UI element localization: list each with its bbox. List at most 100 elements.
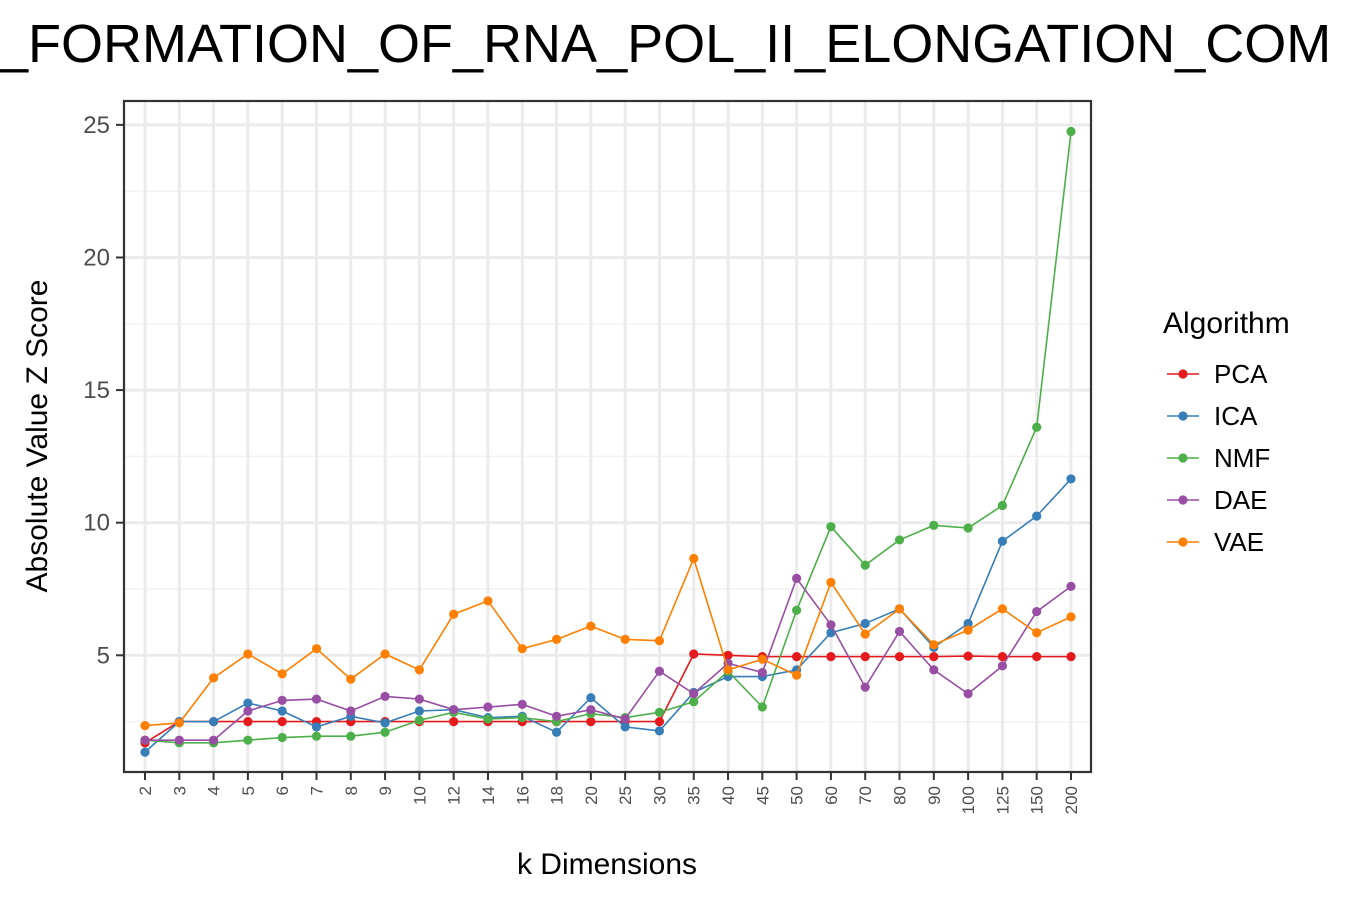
data-point-nmf (757, 702, 767, 712)
data-point-vae (277, 669, 287, 679)
data-point-pca (929, 652, 939, 662)
data-point-vae (346, 674, 356, 684)
legend-key-point-vae (1178, 537, 1188, 547)
data-point-nmf (277, 732, 287, 743)
legend-label-pca: PCA (1214, 359, 1268, 389)
data-point-nmf (654, 707, 665, 717)
data-point-ica (551, 727, 562, 737)
data-point-dae (277, 695, 287, 705)
data-point-ica (380, 718, 390, 728)
data-point-dae (963, 689, 973, 699)
data-point-nmf (517, 713, 527, 723)
x-tick-label: 9 (376, 786, 395, 795)
series-line-pca (144, 653, 1071, 744)
data-point-nmf (483, 714, 493, 724)
data-point-pca (1066, 652, 1076, 662)
legend-label-dae: DAE (1214, 485, 1267, 515)
data-point-dae (586, 705, 596, 715)
data-point-nmf (346, 731, 356, 741)
data-point-dae (689, 689, 699, 699)
y-tick-label: 15 (83, 377, 110, 404)
data-point-dae (620, 714, 630, 724)
plot-border (122, 99, 1093, 774)
data-point-ica (311, 722, 322, 732)
data-point-ica (140, 747, 150, 757)
x-tick-label: 80 (891, 786, 910, 805)
data-point-pca (277, 717, 287, 727)
chart-title: _FORMATION_OF_RNA_POL_II_ELONGATION_COM (0, 14, 1331, 74)
x-tick-label: 50 (788, 786, 807, 805)
x-tick-label: 25 (616, 786, 635, 805)
data-point-vae (414, 665, 424, 675)
data-point-ica (860, 618, 870, 629)
data-point-dae (449, 705, 459, 715)
x-tick-label: 8 (342, 786, 361, 795)
data-point-pca (997, 652, 1008, 662)
data-point-vae (208, 673, 219, 683)
data-point-vae (551, 634, 562, 644)
x-tick-label: 100 (959, 786, 978, 814)
data-point-dae (346, 706, 356, 716)
x-tick-label: 60 (822, 786, 841, 805)
data-point-dae (551, 711, 562, 721)
data-point-vae (757, 654, 767, 664)
legend-key-point-nmf (1178, 453, 1188, 463)
y-tick-label: 25 (83, 112, 110, 139)
x-tick-label: 14 (479, 786, 498, 805)
data-point-dae (860, 682, 870, 692)
data-point-nmf (311, 731, 322, 741)
data-point-vae (929, 640, 939, 650)
x-tick-label: 7 (307, 786, 326, 795)
data-point-dae (311, 694, 322, 704)
data-point-nmf (894, 535, 905, 545)
data-point-nmf (1032, 422, 1042, 432)
data-point-pca (723, 650, 733, 660)
data-point-nmf (243, 735, 253, 745)
data-point-vae (826, 577, 836, 587)
x-tick-label: 4 (205, 786, 224, 795)
data-point-vae (174, 718, 184, 728)
data-point-ica (997, 536, 1008, 546)
data-point-dae (826, 620, 836, 630)
data-point-ica (586, 693, 596, 703)
data-point-dae (208, 735, 219, 745)
data-point-vae (997, 604, 1008, 614)
legend-title: Algorithm (1163, 307, 1290, 340)
data-point-vae (723, 665, 733, 675)
data-point-dae (1032, 606, 1042, 617)
data-point-nmf (380, 727, 390, 737)
data-point-vae (963, 625, 973, 635)
x-tick-label: 90 (925, 786, 944, 805)
x-tick-label: 10 (410, 786, 429, 805)
data-point-dae (243, 706, 253, 716)
data-point-pca (963, 651, 973, 661)
data-point-pca (449, 717, 459, 727)
legend-key-point-pca (1178, 369, 1188, 379)
data-point-dae (654, 666, 665, 676)
x-tick-label: 16 (513, 786, 532, 805)
data-point-ica (963, 618, 973, 629)
data-point-vae (1032, 628, 1042, 638)
data-point-dae (929, 665, 939, 675)
data-point-dae (483, 702, 493, 712)
data-point-ica (243, 698, 253, 708)
data-point-dae (997, 661, 1008, 671)
legend-label-nmf: NMF (1214, 443, 1270, 473)
x-tick-label: 3 (170, 786, 189, 795)
data-point-dae (140, 735, 150, 745)
series-line-nmf (144, 131, 1072, 744)
data-point-nmf (689, 697, 699, 707)
data-point-pca (586, 717, 596, 727)
data-point-nmf (1066, 126, 1076, 137)
data-point-vae (860, 629, 870, 639)
x-axis-title: k Dimensions (517, 848, 697, 881)
x-tick-label: 5 (239, 786, 258, 795)
x-tick-label: 12 (445, 786, 464, 805)
data-point-nmf (997, 500, 1008, 511)
data-point-ica (1066, 474, 1076, 484)
data-point-nmf (826, 522, 836, 532)
data-point-ica (414, 706, 424, 716)
data-point-pca (243, 717, 253, 727)
